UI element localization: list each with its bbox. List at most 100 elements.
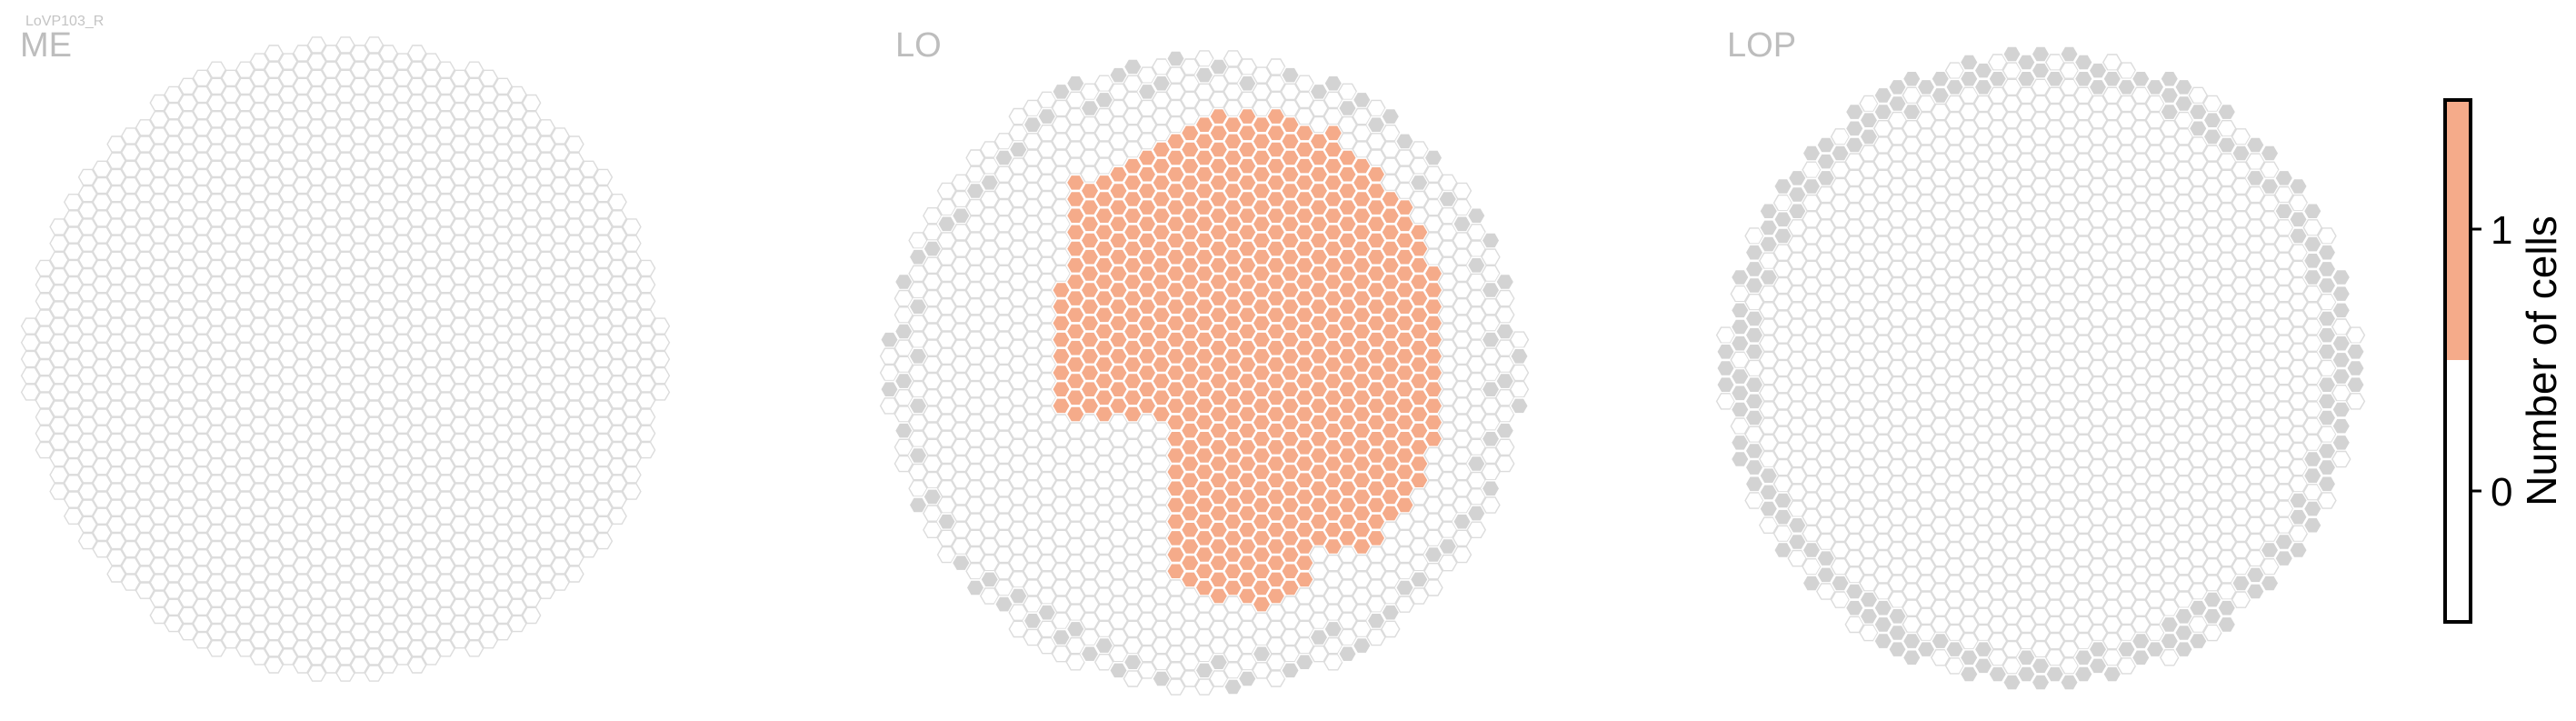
hex-cell-lop-empty: [1844, 616, 1865, 634]
hex-cell-lo-filled: [1380, 488, 1401, 506]
hex-cell-lop-empty: [1916, 393, 1936, 410]
hex-cell-lo-empty: [1151, 654, 1172, 671]
hex-cell-me-empty: [249, 615, 270, 633]
hex-cell-lop-empty: [2288, 276, 2309, 295]
hex-cell-lop-empty: [2102, 566, 2122, 584]
hex-cell-lo-filled: [1309, 315, 1329, 332]
hex-cell-lo-filled: [1323, 157, 1343, 175]
hex-cell-me-empty: [278, 85, 298, 104]
hex-cell-lop-empty: [1902, 434, 1922, 452]
hex-cell-me-empty: [364, 400, 384, 417]
hex-cell-lo-boundary: [1452, 513, 1473, 531]
hex-cell-lop-empty: [2002, 458, 2022, 476]
hex-cell-lop-empty: [1872, 252, 1893, 270]
hex-cell-me-empty: [364, 516, 384, 534]
hex-cell-lop-empty: [1987, 516, 2008, 534]
hex-cell-lop-empty: [1815, 219, 1836, 236]
hex-cell-lop-empty: [2016, 252, 2037, 270]
hex-cell-me-empty: [221, 85, 241, 104]
hex-cell-me-empty: [264, 457, 284, 476]
hex-cell-lop-boundary: [2317, 260, 2337, 278]
hex-cell-lo-filled: [1208, 587, 1229, 605]
hex-cell-me-empty: [120, 127, 141, 145]
hex-cell-lo-empty: [1151, 422, 1172, 439]
hex-cell-me-empty: [306, 631, 327, 649]
hex-cell-lo-empty: [1452, 248, 1473, 265]
hex-cell-lop-empty: [2059, 624, 2080, 642]
hex-cell-lop-boundary: [1715, 376, 1736, 394]
hex-cell-lo-filled: [1080, 331, 1100, 348]
hex-cell-me-empty: [435, 127, 455, 145]
hex-cell-lop-empty: [2131, 450, 2152, 468]
hex-cell-me-empty: [650, 384, 671, 401]
hex-cell-lo-empty: [1051, 446, 1072, 465]
hex-cell-me-empty: [607, 457, 627, 476]
hex-cell-lop-empty: [2073, 318, 2094, 335]
hex-cell-lo-empty: [1252, 66, 1272, 84]
hex-cell-lo-filled: [1265, 107, 1286, 125]
hex-cell-lop-empty: [1944, 525, 1965, 543]
hex-cell-lop-empty: [2044, 367, 2065, 386]
hex-cell-lo-empty: [1123, 75, 1143, 92]
hex-cell-me-empty: [306, 499, 327, 516]
hex-cell-me-empty: [120, 457, 141, 476]
hex-cell-lo-empty: [1452, 414, 1473, 431]
hex-cell-lop-boundary: [1872, 616, 1893, 634]
hex-cell-lop-empty: [1772, 525, 1793, 543]
hex-cell-me-empty: [235, 574, 255, 591]
hex-cell-lo-filled: [1051, 281, 1072, 299]
hex-cell-me-empty: [306, 85, 327, 104]
hex-cell-lop-empty: [1859, 458, 1879, 476]
hex-cell-lo-filled: [1237, 107, 1258, 125]
hex-cell-lop-empty: [2102, 219, 2122, 236]
hex-cell-lo-empty: [1108, 463, 1129, 481]
hex-cell-me-empty: [450, 152, 470, 169]
hex-cell-lo-empty: [1065, 636, 1086, 655]
hex-cell-me-empty: [264, 475, 284, 492]
hex-cell-lo-filled: [1237, 388, 1258, 406]
hex-cell-me-empty: [407, 441, 427, 459]
hex-cell-lo-filled: [1252, 546, 1272, 564]
hex-cell-me-empty: [535, 483, 556, 500]
hex-cell-lop-empty: [1902, 153, 1922, 170]
hex-cell-lo-filled: [1309, 248, 1329, 266]
hex-cell-lop-empty: [2016, 235, 2037, 253]
hex-cell-lo-filled: [1294, 388, 1315, 406]
hex-cell-lop-empty: [1916, 508, 1936, 526]
hex-cell-lo-filled: [1151, 141, 1172, 158]
hex-cell-me-empty: [177, 491, 198, 508]
hex-cell-lo-empty: [1023, 182, 1043, 200]
hex-cell-lo-filled: [1309, 513, 1329, 531]
hex-cell-me-empty: [535, 301, 556, 318]
hex-cell-lop-empty: [2031, 276, 2051, 295]
hex-cell-lo-empty: [1123, 554, 1143, 572]
hex-cell-lop-empty: [1787, 285, 1808, 303]
hex-cell-lop-empty: [2317, 294, 2337, 311]
hex-cell-lo-filled: [1380, 206, 1401, 225]
hex-cell-lop-empty: [1902, 169, 1922, 187]
hex-cell-lop-empty: [2102, 185, 2122, 204]
hex-cell-me-empty: [435, 491, 455, 508]
hex-cell-me-empty: [464, 491, 484, 508]
hex-cell-me-empty: [149, 176, 170, 195]
hex-cell-lo-filled: [1366, 215, 1386, 233]
hex-cell-lo-empty: [1180, 107, 1201, 125]
hex-cell-lop-empty: [2088, 177, 2108, 195]
hex-cell-lo-filled: [1352, 206, 1373, 225]
hex-cell-lop-empty: [1930, 219, 1951, 236]
hex-cell-me-empty: [593, 384, 614, 401]
hex-cell-lo-filled: [1108, 380, 1129, 398]
hex-cell-lo-filled: [1323, 289, 1343, 307]
hex-cell-lo-empty: [993, 347, 1014, 366]
hex-cell-me-empty: [321, 623, 341, 641]
hex-cell-lo-filled: [1123, 306, 1143, 324]
hex-cell-lo-filled: [1366, 182, 1386, 200]
hex-cell-lo-empty: [1065, 554, 1086, 572]
hex-cell-me-empty: [421, 235, 442, 252]
hex-cell-lop-empty: [2102, 268, 2122, 286]
hex-cell-lo-boundary: [1151, 670, 1172, 687]
hex-cell-lo-empty: [1223, 83, 1243, 101]
hex-cell-me-empty: [306, 235, 327, 252]
hex-cell-lo-empty: [1437, 406, 1458, 423]
hex-cell-me-empty: [249, 350, 270, 368]
